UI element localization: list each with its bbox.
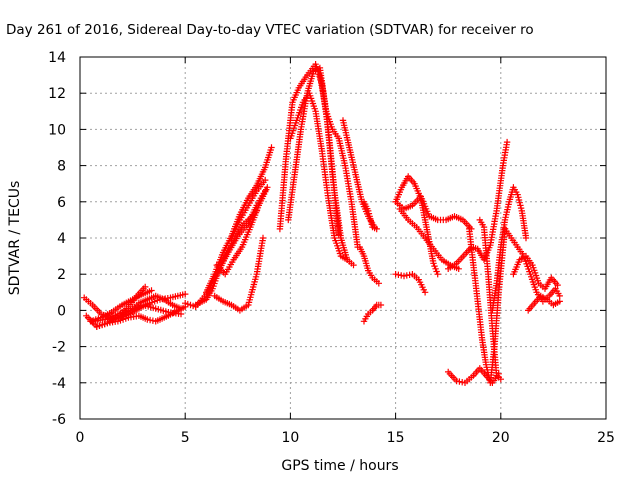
data-track: [356, 243, 382, 287]
data-track: [392, 193, 475, 233]
y-tick-label: 6: [57, 195, 66, 211]
x-tick-label: 25: [597, 430, 615, 446]
plus-markers: [316, 71, 361, 251]
y-tick-label: 8: [57, 159, 66, 175]
plus-markers: [287, 90, 357, 269]
y-tick-label: 4: [57, 231, 66, 247]
plus-markers: [285, 64, 342, 238]
data-track: [213, 184, 271, 278]
plus-markers: [211, 234, 267, 314]
plus-markers: [510, 252, 561, 292]
y-tick-label: 2: [57, 267, 66, 283]
plus-markers: [360, 198, 380, 233]
data-track: [360, 301, 385, 325]
data-points: [81, 61, 563, 386]
data-track: [228, 176, 269, 242]
plus-markers: [93, 303, 189, 330]
data-track: [316, 71, 361, 251]
plus-markers: [445, 138, 511, 272]
x-tick-label: 20: [492, 430, 510, 446]
plus-markers: [110, 292, 185, 323]
y-tick-label: 12: [48, 86, 66, 102]
plus-markers: [392, 193, 475, 233]
data-track: [287, 90, 357, 269]
y-tick-label: -6: [52, 412, 66, 428]
x-tick-label: 15: [387, 430, 405, 446]
data-track: [510, 252, 561, 292]
data-track: [489, 184, 530, 314]
plus-markers: [360, 301, 385, 325]
x-axis-label: GPS time / hours: [281, 458, 398, 474]
y-tick-label: 0: [57, 303, 66, 319]
data-track: [110, 292, 185, 323]
plus-markers: [213, 184, 271, 278]
data-track: [211, 234, 267, 314]
data-track: [525, 292, 563, 314]
plus-markers: [356, 243, 382, 287]
plus-markers: [489, 184, 530, 314]
data-track: [445, 138, 511, 272]
x-tick-label: 0: [76, 430, 85, 446]
data-track: [93, 303, 189, 330]
y-axis-label: SDTVAR / TECUs: [7, 181, 23, 296]
plus-markers: [392, 271, 429, 296]
chart-title: Day 261 of 2016, Sidereal Day-to-day VTE…: [6, 22, 534, 38]
plus-markers: [228, 176, 269, 242]
x-tick-label: 5: [181, 430, 190, 446]
plus-markers: [525, 292, 563, 314]
y-tick-label: -4: [52, 376, 66, 392]
y-tick-label: 14: [48, 50, 66, 66]
y-tick-label: 10: [48, 122, 66, 138]
y-tick-label: -2: [52, 340, 66, 356]
data-track: [285, 64, 342, 238]
data-track: [360, 198, 380, 233]
data-track: [392, 271, 429, 296]
x-tick-label: 10: [281, 430, 299, 446]
